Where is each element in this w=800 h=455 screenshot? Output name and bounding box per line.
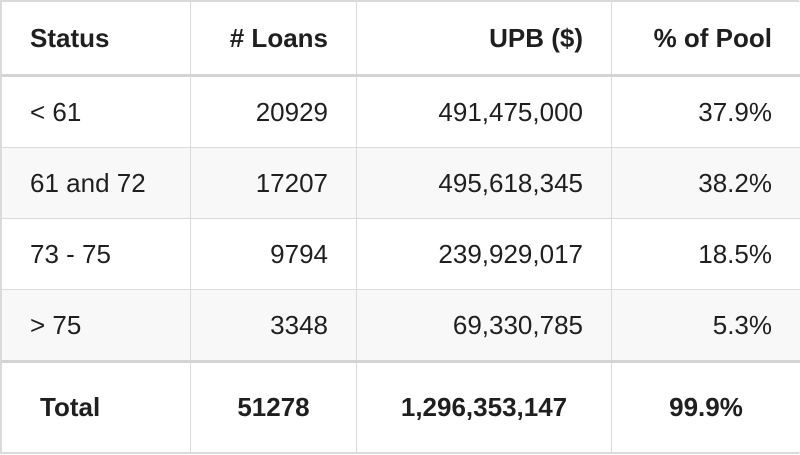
cell-upb: 491,475,000 [356, 75, 612, 148]
cell-pool-percent: 37.9% [611, 75, 800, 148]
column-header-loans: # Loans [190, 1, 357, 77]
total-label: Total [1, 360, 191, 453]
cell-pool-percent: 38.2% [611, 147, 800, 219]
cell-pool-percent: 5.3% [611, 289, 800, 362]
cell-status: < 61 [1, 75, 191, 148]
total-upb: 1,296,353,147 [356, 360, 612, 453]
cell-upb: 239,929,017 [356, 218, 612, 290]
column-header-upb: UPB ($) [356, 1, 612, 77]
total-row: Total 51278 1,296,353,147 99.9% [1, 360, 800, 453]
cell-upb: 495,618,345 [356, 147, 612, 219]
cell-status: 73 - 75 [1, 218, 191, 290]
total-loans: 51278 [190, 360, 357, 453]
cell-loans: 3348 [190, 289, 357, 362]
cell-loans: 9794 [190, 218, 357, 290]
cell-pool-percent: 18.5% [611, 218, 800, 290]
table-row: > 75 3348 69,330,785 5.3% [1, 289, 800, 362]
column-header-status: Status [1, 1, 191, 77]
cell-loans: 17207 [190, 147, 357, 219]
column-header-pool-percent: % of Pool [611, 1, 800, 77]
cell-status: > 75 [1, 289, 191, 362]
cell-loans: 20929 [190, 75, 357, 148]
cell-status: 61 and 72 [1, 147, 191, 219]
table-row: 73 - 75 9794 239,929,017 18.5% [1, 218, 800, 290]
total-pool-percent: 99.9% [611, 360, 800, 453]
table-row: < 61 20929 491,475,000 37.9% [1, 75, 800, 148]
table-header-row: Status # Loans UPB ($) % of Pool [1, 1, 800, 77]
table-row: 61 and 72 17207 495,618,345 38.2% [1, 147, 800, 219]
cell-upb: 69,330,785 [356, 289, 612, 362]
